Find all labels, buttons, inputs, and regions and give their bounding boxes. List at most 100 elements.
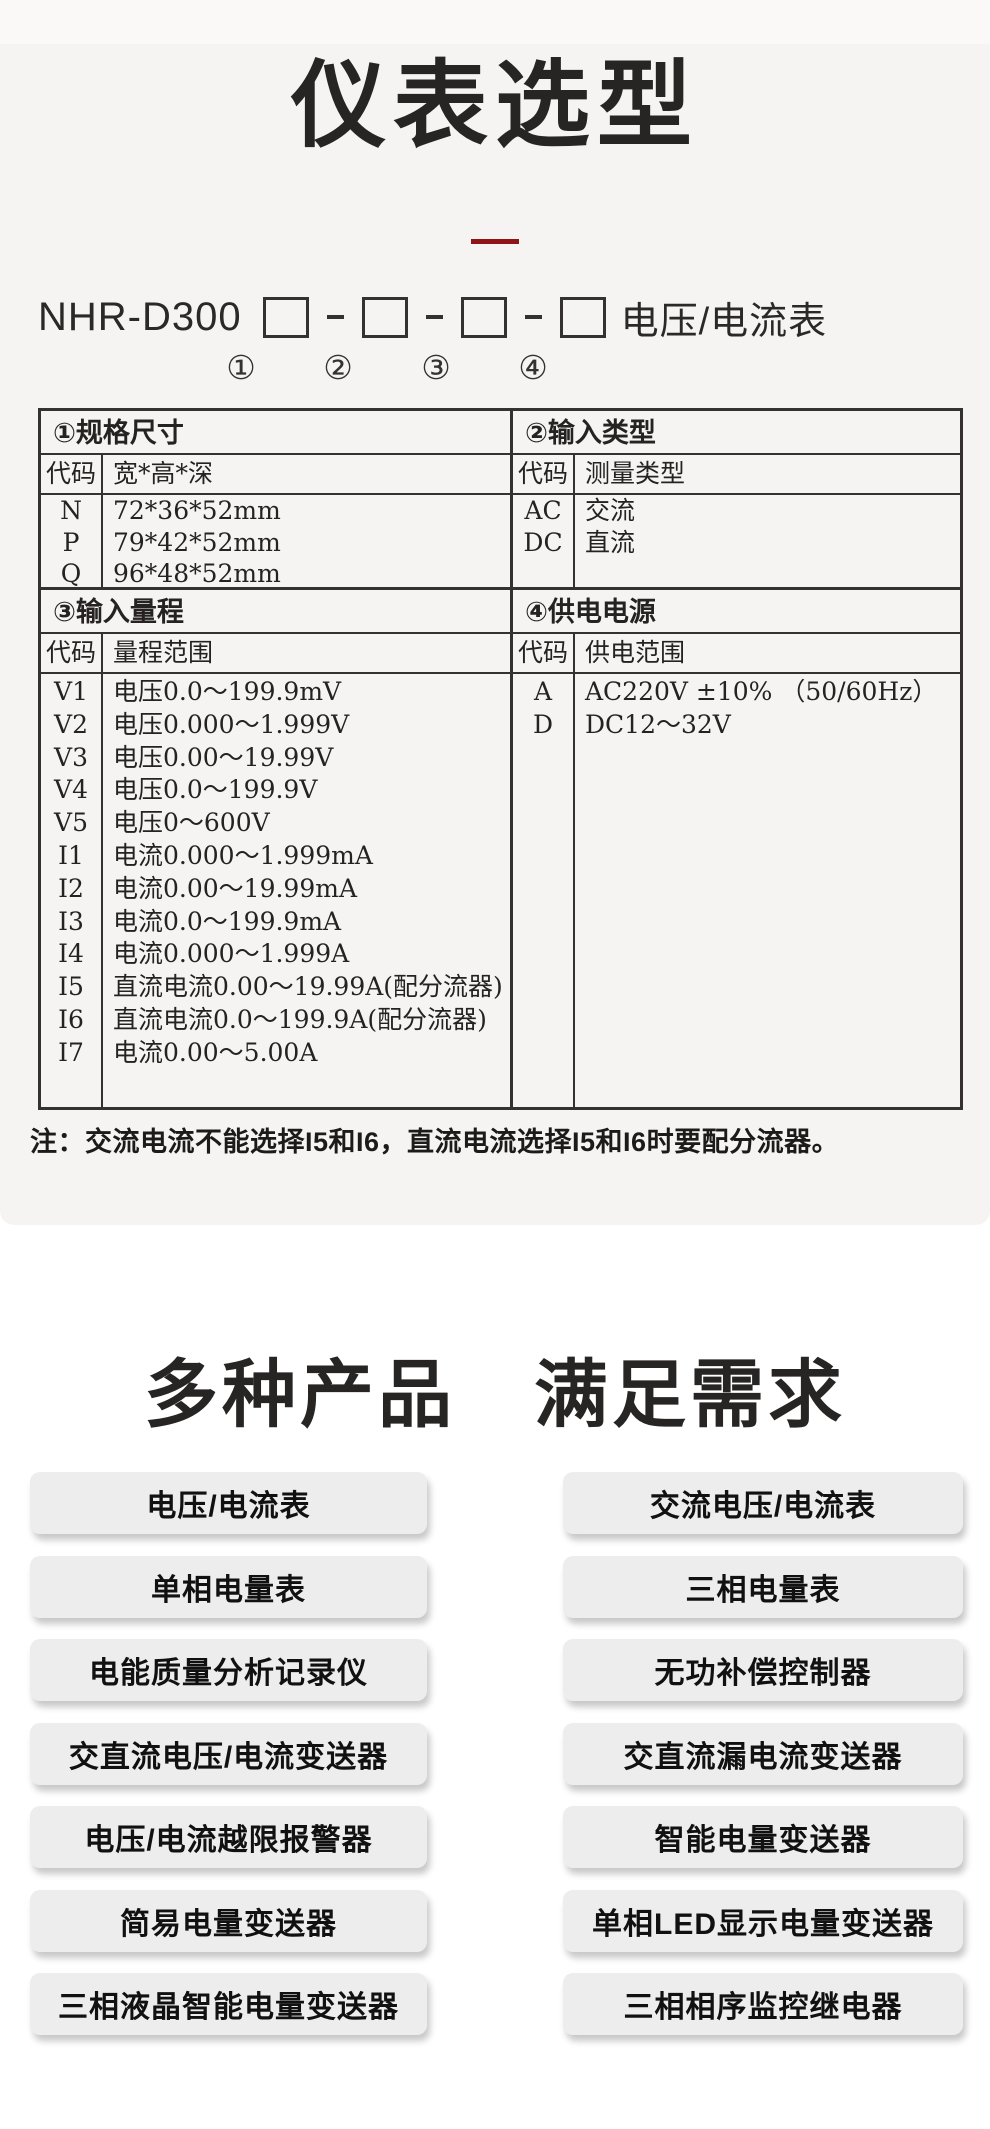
range-value: 直流电流0.0～199.9A(配分流器) <box>113 1004 487 1034</box>
product-button-ac-voltage-current-meter[interactable]: 交流电压/电流表 <box>563 1472 963 1534</box>
products-right-column: 交流电压/电流表 三相电量表 无功补偿控制器 交直流漏电流变送器 智能电量变送器… <box>563 1472 963 2035</box>
product-button-simple-transmitter[interactable]: 简易电量变送器 <box>30 1889 427 1952</box>
top-strip <box>0 0 990 44</box>
section-header-range: ③输入量程 <box>41 590 510 634</box>
column-header-code: 代码 <box>41 455 103 493</box>
section-header-input-type: ②输入类型 <box>513 411 960 455</box>
model-code-line: NHR-D300 电压/电流表 <box>38 294 827 343</box>
input-type-value-column: 交流 直流 <box>575 495 960 587</box>
product-button-single-phase-meter[interactable]: 单相电量表 <box>30 1555 427 1618</box>
range-value-column: 电压0.0～199.9mV 电压0.000～1.999V 电压0.00～19.9… <box>103 674 510 1107</box>
column-header-code: 代码 <box>41 634 103 672</box>
page-title: 仪表选型 <box>290 53 699 159</box>
subheader-spec: 代码 宽*高*深 <box>41 455 510 495</box>
input-type-code: DC <box>523 527 563 557</box>
section-header-power: ④供电电源 <box>513 590 960 634</box>
column-header-code: 代码 <box>513 634 575 672</box>
product-button-smart-transmitter[interactable]: 智能电量变送器 <box>563 1806 963 1868</box>
range-code: V5 <box>54 808 88 838</box>
range-value: 电流0.000～1.999A <box>113 939 350 969</box>
model-code-box-4 <box>559 296 606 338</box>
range-value: 电压0.000～1.999V <box>113 709 350 739</box>
range-code: I6 <box>58 1004 84 1034</box>
product-button-acdc-transmitter[interactable]: 交直流电压/电流变送器 <box>30 1722 427 1785</box>
power-value: DC12～32V <box>585 709 731 739</box>
range-value: 电压0～600V <box>113 808 270 838</box>
input-type-code-column: AC DC <box>513 495 575 587</box>
input-type-code: AC <box>524 496 562 525</box>
range-data-area: V1 V2 V3 V4 V5 I1 I2 I3 I4 I5 I6 I7 电压0.… <box>41 674 510 1107</box>
spec-code: N <box>60 496 82 525</box>
power-code: D <box>532 709 554 739</box>
range-code: I1 <box>58 840 84 870</box>
spec-code-column: N P Q <box>41 495 103 589</box>
range-code: I2 <box>58 873 84 903</box>
input-type-value: 交流 <box>585 496 636 525</box>
spec-code: Q <box>60 559 82 589</box>
circle-number-4: ④ <box>518 348 548 387</box>
range-code: V1 <box>54 677 88 706</box>
range-code: I7 <box>58 1037 84 1067</box>
spec-value: 79*42*52mm <box>113 527 281 557</box>
spec-data-area: N P Q 72*36*52mm 79*42*52mm 96*48*52mm <box>41 495 510 590</box>
product-button-phase-sequence-relay[interactable]: 三相相序监控继电器 <box>563 1973 963 2035</box>
model-code-dash <box>326 315 344 319</box>
range-code: I3 <box>58 906 84 936</box>
range-code: V2 <box>54 709 88 739</box>
model-code-dash <box>425 315 443 319</box>
range-value: 电流0.00～19.99mA <box>113 873 357 903</box>
selection-table-right-pane: ②输入类型 代码 测量类型 AC DC 交流 直流 ④供电电源 代码 供电范围 <box>513 411 960 1107</box>
power-code-column: A D <box>513 674 575 1107</box>
range-code: I4 <box>58 939 84 969</box>
product-button-power-quality-recorder[interactable]: 电能质量分析记录仪 <box>30 1639 427 1701</box>
power-value-column: AC220V ±10% （50/60Hz） DC12～32V <box>575 674 960 1107</box>
model-suffix: 电压/电流表 <box>620 300 828 343</box>
power-value: AC220V ±10% （50/60Hz） <box>585 677 938 706</box>
spec-value: 96*48*52mm <box>113 559 281 589</box>
title-accent-dash <box>471 239 519 244</box>
circle-number-3: ③ <box>421 348 451 387</box>
circle-number-2: ② <box>323 348 353 387</box>
circle-number-1: ① <box>226 348 256 387</box>
products-left-column: 电压/电流表 单相电量表 电能质量分析记录仪 交直流电压/电流变送器 电压/电流… <box>30 1472 427 2035</box>
subheader-power: 代码 供电范围 <box>513 634 960 674</box>
model-code-box-2 <box>361 296 408 338</box>
column-header-measure-type: 测量类型 <box>585 459 686 488</box>
range-value: 电压0.00～19.99V <box>113 742 334 772</box>
selection-table-left-pane: ①规格尺寸 代码 宽*高*深 N P Q 72*36*52mm 79*42*52… <box>41 411 513 1107</box>
spec-value: 72*36*52mm <box>113 496 281 525</box>
section-header-spec: ①规格尺寸 <box>41 411 510 455</box>
input-type-value: 直流 <box>585 527 636 557</box>
subheader-range: 代码 量程范围 <box>41 634 510 674</box>
model-code-box-1 <box>262 296 309 338</box>
range-code: I5 <box>58 972 84 1002</box>
range-value: 电压0.0～199.9mV <box>113 677 342 706</box>
product-button-voltage-current-meter[interactable]: 电压/电流表 <box>30 1472 427 1534</box>
power-data-area: A D AC220V ±10% （50/60Hz） DC12～32V <box>513 674 960 1107</box>
range-value: 直流电流0.00～19.99A(配分流器) <box>113 972 503 1002</box>
column-header-code: 代码 <box>513 455 575 493</box>
column-header-size: 宽*高*深 <box>113 459 214 488</box>
range-code: V4 <box>54 775 88 805</box>
column-header-range: 量程范围 <box>113 638 214 667</box>
product-button-leakage-current-transmitter[interactable]: 交直流漏电流变送器 <box>563 1722 963 1785</box>
product-button-reactive-compensation-controller[interactable]: 无功补偿控制器 <box>563 1639 963 1701</box>
product-button-three-phase-meter[interactable]: 三相电量表 <box>563 1555 963 1618</box>
selection-table: ①规格尺寸 代码 宽*高*深 N P Q 72*36*52mm 79*42*52… <box>38 408 963 1110</box>
range-code-column: V1 V2 V3 V4 V5 I1 I2 I3 I4 I5 I6 I7 <box>41 674 103 1107</box>
subheader-input-type: 代码 测量类型 <box>513 455 960 495</box>
model-prefix: NHR-D300 <box>38 294 242 339</box>
spec-value-column: 72*36*52mm 79*42*52mm 96*48*52mm <box>103 495 510 589</box>
product-button-limit-alarm[interactable]: 电压/电流越限报警器 <box>30 1806 427 1868</box>
product-button-single-phase-led-transmitter[interactable]: 单相LED显示电量变送器 <box>563 1889 963 1952</box>
range-value: 电流0.0～199.9mA <box>113 906 342 936</box>
power-code: A <box>533 677 553 706</box>
range-value: 电流0.00～5.00A <box>113 1037 318 1067</box>
model-code-box-3 <box>460 296 507 338</box>
model-code-dash <box>524 315 542 319</box>
product-button-three-phase-lcd-transmitter[interactable]: 三相液晶智能电量变送器 <box>30 1973 427 2035</box>
input-type-data-area: AC DC 交流 直流 <box>513 495 960 590</box>
range-code: V3 <box>54 742 88 772</box>
range-value: 电流0.000～1.999mA <box>113 840 373 870</box>
